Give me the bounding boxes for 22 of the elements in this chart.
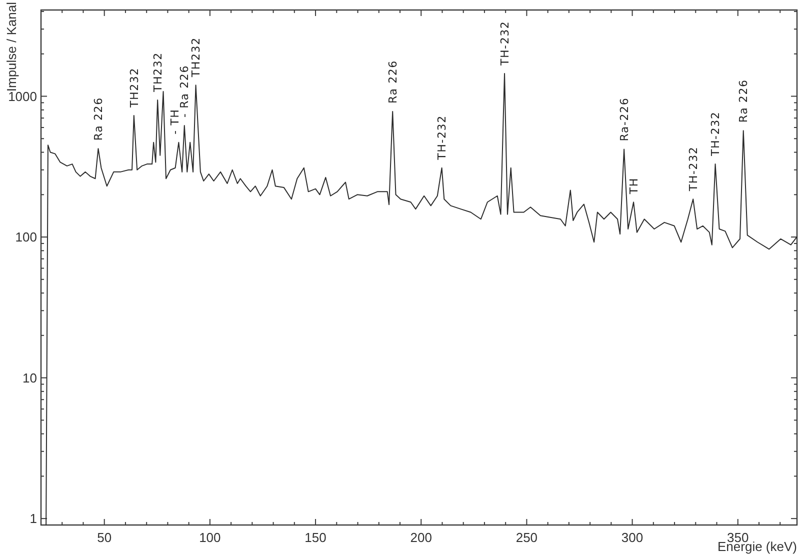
annotation: TH-232 — [709, 111, 722, 158]
annotation: TH232 — [128, 68, 141, 108]
x-tick-label: 250 — [516, 530, 538, 545]
annotation: Ra 226 — [92, 97, 106, 141]
x-tick-label: 50 — [97, 530, 112, 545]
annotation: TH-232 — [436, 115, 449, 161]
annotation: TH-232 — [498, 20, 512, 67]
x-tick-label: 150 — [304, 530, 326, 545]
x-tick-label: 200 — [410, 530, 432, 545]
annotation: TH232 — [151, 52, 164, 94]
annotation: Ra-226 — [618, 97, 631, 142]
annotation: TH232 — [190, 37, 203, 78]
x-tick-label: 350 — [727, 530, 749, 545]
annotation: TH-232 — [686, 146, 700, 192]
annotation: TH — [627, 178, 640, 196]
y-tick-label: 1 — [30, 511, 37, 526]
y-tick-label: 100 — [15, 230, 37, 245]
annotation: Ra 226 — [386, 60, 400, 104]
x-tick-label: 300 — [621, 530, 644, 545]
annotation: Ra 226 — [737, 79, 750, 123]
x-tick-label: 100 — [199, 530, 221, 545]
y-tick-label: 10 — [22, 370, 37, 386]
